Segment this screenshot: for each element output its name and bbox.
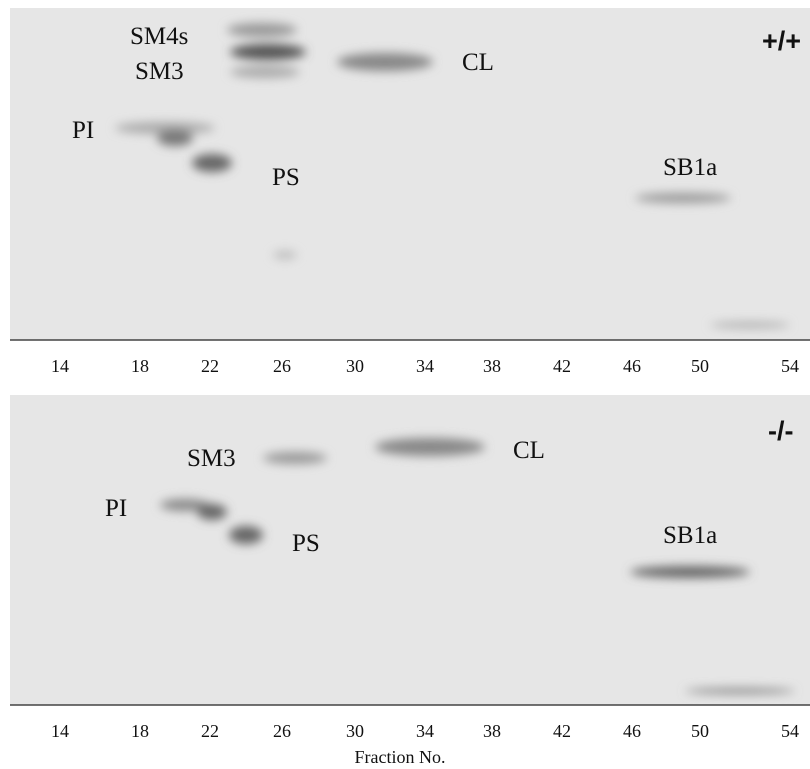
bands bbox=[115, 23, 790, 328]
band-label: SM3 bbox=[135, 58, 184, 85]
band-label: PS bbox=[272, 164, 300, 191]
band-label: CL bbox=[462, 49, 494, 76]
fraction-label: 14 bbox=[51, 721, 69, 741]
band-label: SM4s bbox=[130, 23, 188, 50]
genotype: +/+ bbox=[762, 26, 801, 56]
fraction-label: 54 bbox=[781, 356, 799, 376]
fraction-label: 38 bbox=[483, 356, 501, 376]
band-label: SM3 bbox=[187, 445, 236, 472]
band-label: SB1a bbox=[663, 154, 717, 181]
fraction-label: 54 bbox=[781, 721, 799, 741]
band-label: PI bbox=[105, 495, 127, 522]
fraction-label: 34 bbox=[416, 356, 434, 376]
fraction-label: 30 bbox=[346, 356, 364, 376]
fraction-label: 34 bbox=[416, 721, 434, 741]
fraction-label: 14 bbox=[51, 356, 69, 376]
band-label: PI bbox=[72, 117, 94, 144]
fraction-label: 50 bbox=[691, 356, 709, 376]
fraction-label: 22 bbox=[201, 721, 219, 741]
fraction-label: 22 bbox=[201, 356, 219, 376]
fraction-label: 46 bbox=[623, 356, 641, 376]
fraction-label: 18 bbox=[131, 356, 149, 376]
band-label: SB1a bbox=[663, 522, 717, 549]
fraction-label: 42 bbox=[553, 356, 571, 376]
fraction-label: 18 bbox=[131, 721, 149, 741]
genotype: -/- bbox=[768, 416, 793, 446]
fraction-label: 30 bbox=[346, 721, 364, 741]
band-label: PS bbox=[292, 530, 320, 557]
fraction-label: 38 bbox=[483, 721, 501, 741]
x-axis-label: Fraction No. bbox=[355, 747, 446, 767]
bands bbox=[160, 438, 795, 694]
fraction-label: 42 bbox=[553, 721, 571, 741]
fraction-label: 26 bbox=[273, 356, 291, 376]
fraction-label: 50 bbox=[691, 721, 709, 741]
fraction-label: 46 bbox=[623, 721, 641, 741]
band-label: CL bbox=[513, 437, 545, 464]
fraction-label: 26 bbox=[273, 721, 291, 741]
